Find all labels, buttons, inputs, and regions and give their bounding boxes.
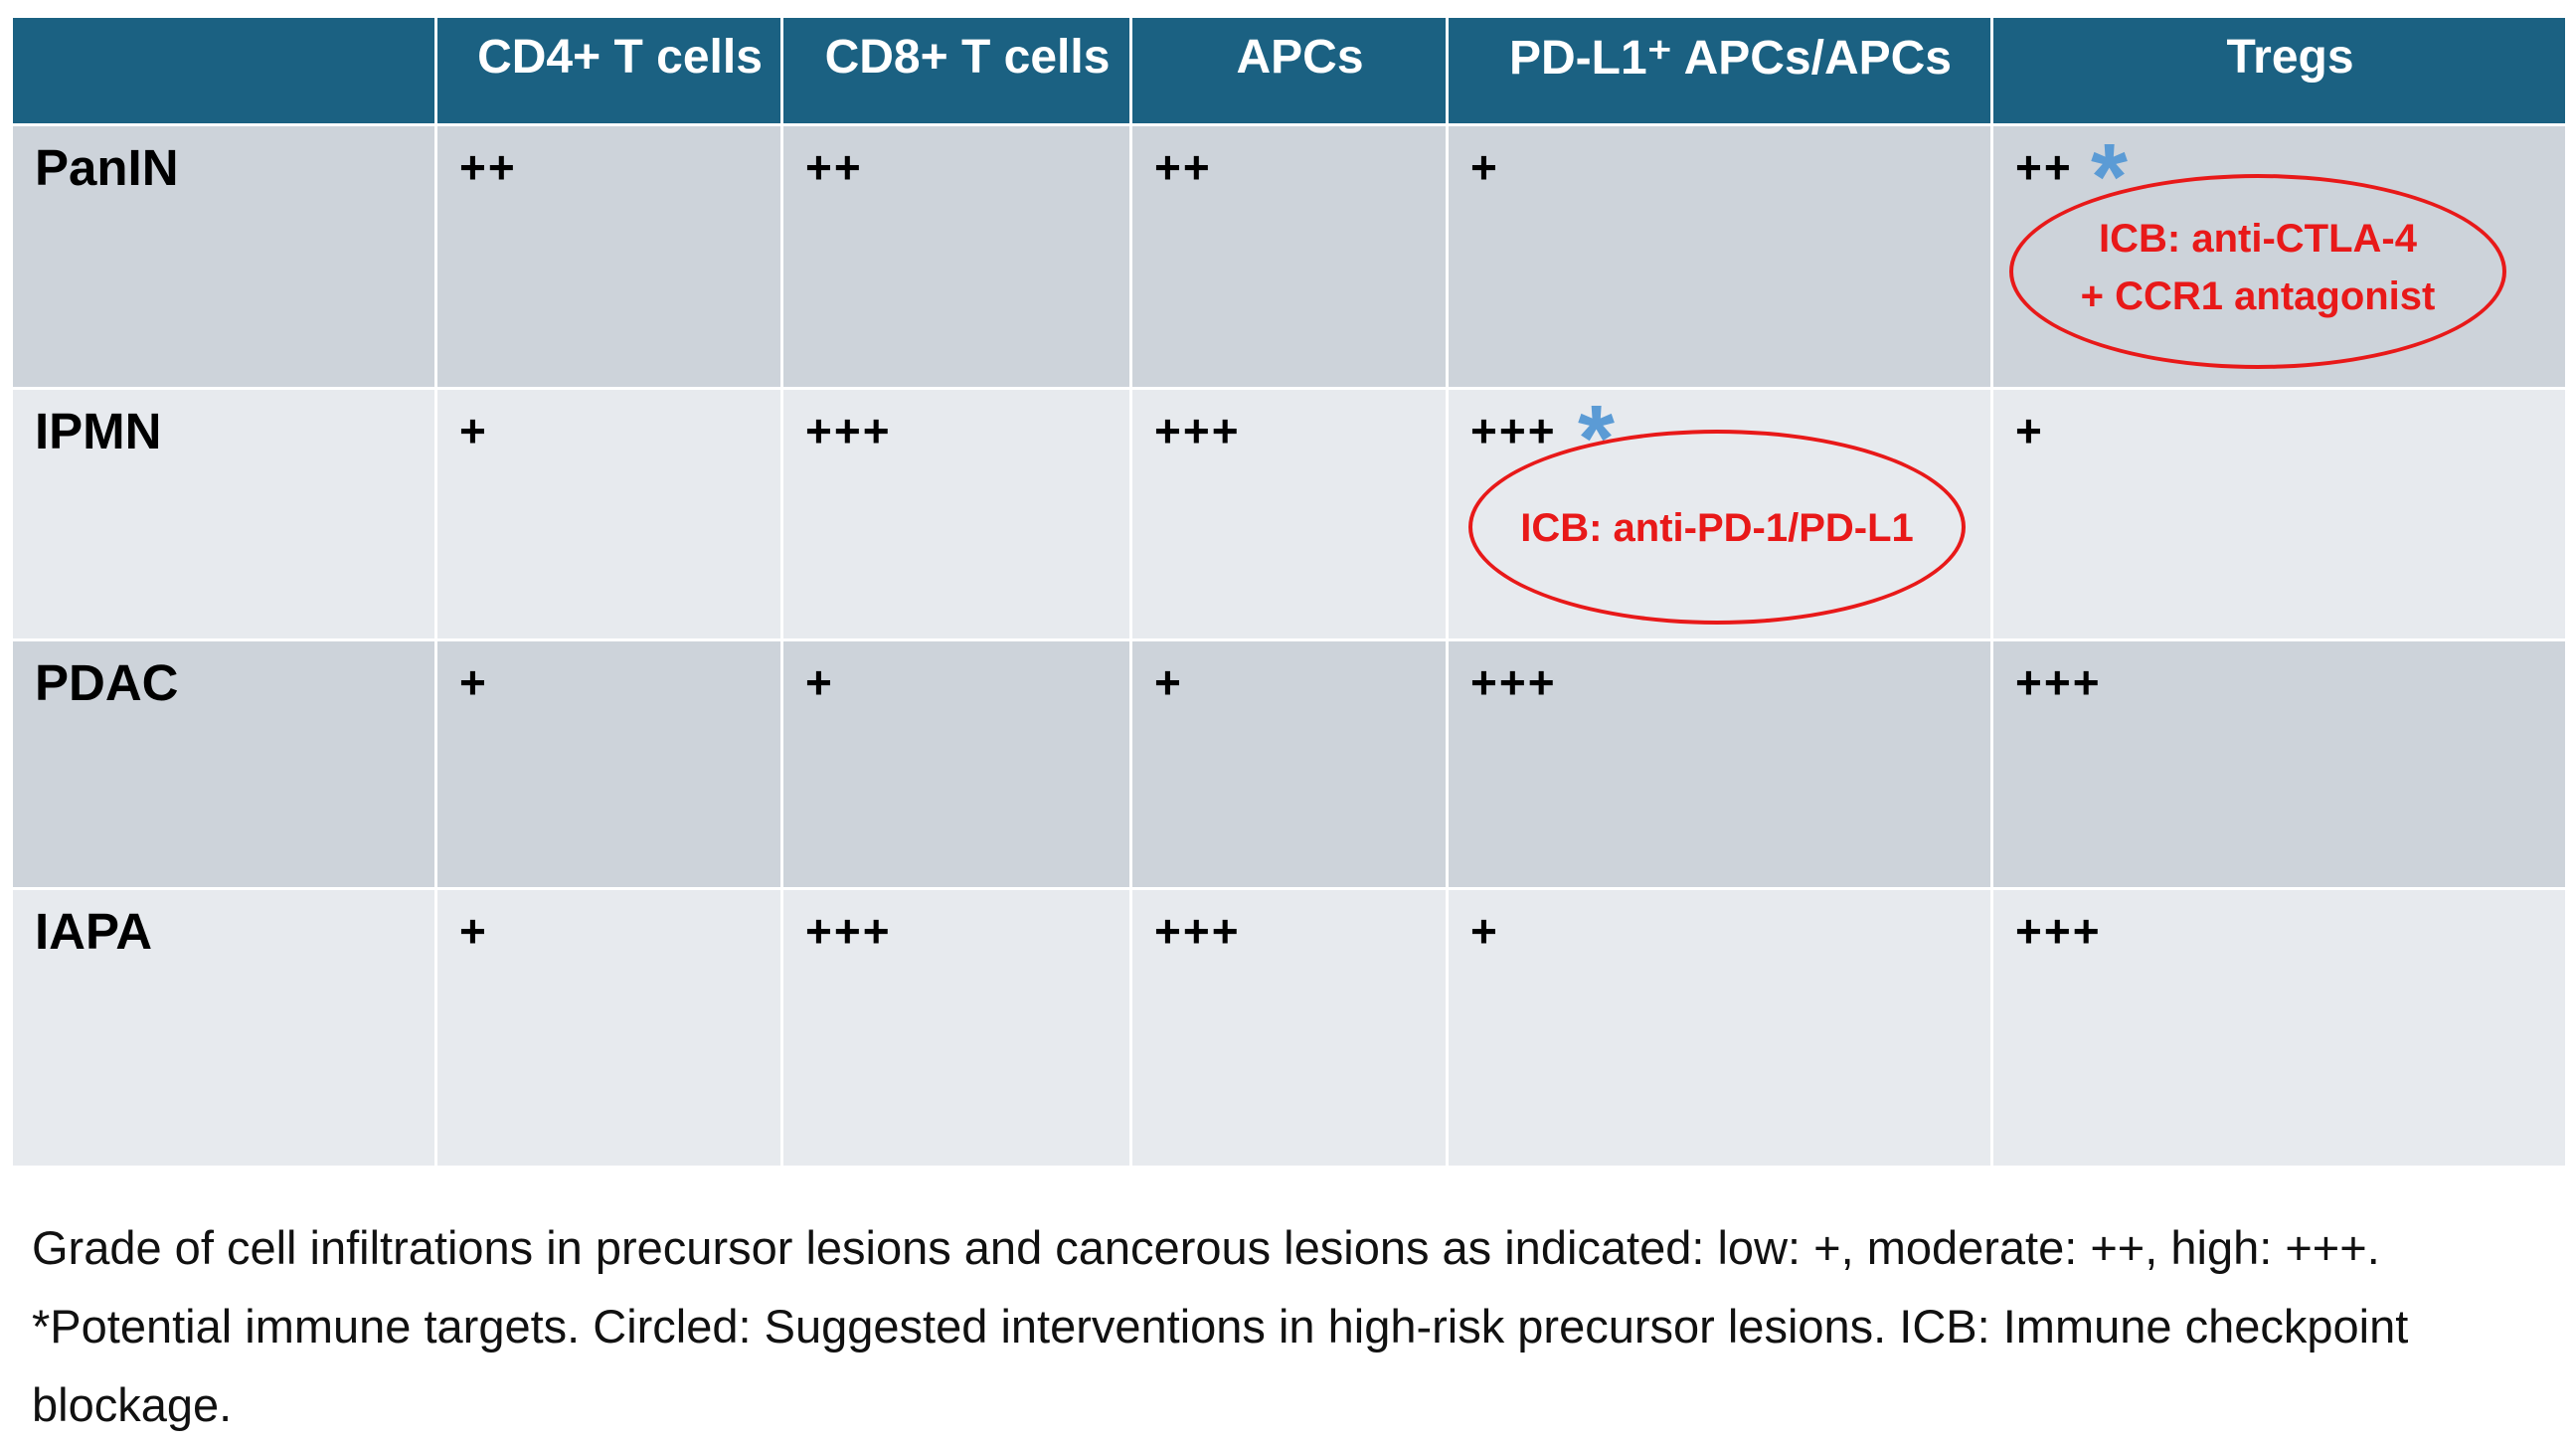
table-cell: + — [1129, 638, 1449, 890]
grade-value: + — [1470, 905, 1499, 957]
table-cell: + — [434, 387, 783, 641]
header-label: CD4+ T cells — [477, 31, 763, 84]
table-cell: +++ — [1990, 638, 2568, 890]
figure-caption: Grade of cell infiltrations in precursor… — [32, 1221, 2409, 1431]
table-row-iapa: IAPA + +++ +++ + +++ — [10, 887, 2568, 1169]
header-tregs: Tregs — [1990, 15, 2568, 126]
row-label-cell: IPMN — [10, 387, 437, 641]
table-cell: + — [434, 887, 783, 1169]
table-cell-pdl1-ipmn: +++ * ICB: anti-PD-1/PD-L1 — [1446, 387, 1993, 641]
row-label: IPMN — [35, 403, 162, 459]
grade-value: ++ — [805, 141, 863, 193]
table-cell-tregs-panin: ++ * ICB: anti-CTLA-4 + CCR1 antagonist — [1990, 123, 2568, 390]
header-pdl1: PD-L1⁺ APCs/APCs — [1446, 15, 1993, 126]
grade-value: + — [459, 405, 488, 456]
table-cell: + — [1990, 387, 2568, 641]
table-cell: ++ — [1129, 123, 1449, 390]
table-cell: +++ — [1446, 638, 1993, 890]
row-label: IAPA — [35, 903, 153, 960]
header-apcs: APCs — [1129, 15, 1449, 126]
intervention-line: ICB: anti-CTLA-4 — [2099, 217, 2417, 261]
table-cell: ++ — [780, 123, 1132, 390]
grade-value: + — [459, 656, 488, 708]
table-cell: +++ — [780, 387, 1132, 641]
table-cell: + — [780, 638, 1132, 890]
grade-value: +++ — [805, 905, 892, 957]
header-label: Tregs — [2226, 31, 2354, 84]
intervention-circle — [1468, 430, 1966, 625]
grade-value: + — [805, 656, 834, 708]
table-cell: +++ — [780, 887, 1132, 1169]
table-row-panin: PanIN ++ ++ ++ + ++ * ICB: anti-CTLA-4 +… — [10, 123, 2568, 390]
header-label: APCs — [1236, 31, 1364, 84]
table-cell: +++ — [1129, 387, 1449, 641]
intervention-text: ICB: anti-PD-1/PD-L1 — [1468, 499, 1966, 557]
grade-value: +++ — [805, 405, 892, 456]
intervention-text: ICB: anti-CTLA-4 + CCR1 antagonist — [2009, 210, 2506, 325]
row-label-cell: PDAC — [10, 638, 437, 890]
infiltration-table: CD4+ T cells CD8+ T cells APCs PD-L1⁺ AP… — [10, 15, 2568, 1169]
grade-value: + — [1470, 141, 1499, 193]
intervention-circle — [2009, 174, 2506, 369]
table-cell: +++ — [1129, 887, 1449, 1169]
grade-value: +++ — [1470, 656, 1557, 708]
row-label: PanIN — [35, 139, 179, 196]
table-cell: + — [1446, 887, 1993, 1169]
intervention-line: + CCR1 antagonist — [2080, 274, 2436, 318]
grade-value: +++ — [1154, 405, 1241, 456]
row-label-cell: PanIN — [10, 123, 437, 390]
table-cell: +++ — [1990, 887, 2568, 1169]
grade-value: +++ — [2015, 656, 2102, 708]
table-cell: ++ — [434, 123, 783, 390]
row-label-cell: IAPA — [10, 887, 437, 1169]
grade-value: + — [459, 905, 488, 957]
header-corner — [10, 15, 437, 126]
header-label: CD8+ T cells — [824, 31, 1111, 84]
header-cd8: CD8+ T cells — [780, 15, 1132, 126]
grade-value: ++ — [2015, 141, 2073, 193]
grade-value: +++ — [1154, 905, 1241, 957]
header-label: PD-L1⁺ APCs/APCs — [1509, 32, 1952, 85]
table-cell: + — [434, 638, 783, 890]
intervention-line: ICB: anti-PD-1/PD-L1 — [1520, 506, 1914, 550]
header-cd4: CD4+ T cells — [434, 15, 783, 126]
header-row: CD4+ T cells CD8+ T cells APCs PD-L1⁺ AP… — [10, 15, 2568, 126]
grade-value: + — [2015, 405, 2044, 456]
grade-value: +++ — [1470, 405, 1557, 456]
row-label: PDAC — [35, 654, 179, 711]
table-row-pdac: PDAC + + + +++ +++ — [10, 638, 2568, 890]
grade-value: ++ — [459, 141, 517, 193]
grade-value: ++ — [1154, 141, 1212, 193]
grade-value: +++ — [2015, 905, 2102, 957]
table-cell: + — [1446, 123, 1993, 390]
table-row-ipmn: IPMN + +++ +++ +++ * ICB: anti-PD-1/PD-L… — [10, 387, 2568, 641]
grade-value: + — [1154, 656, 1183, 708]
